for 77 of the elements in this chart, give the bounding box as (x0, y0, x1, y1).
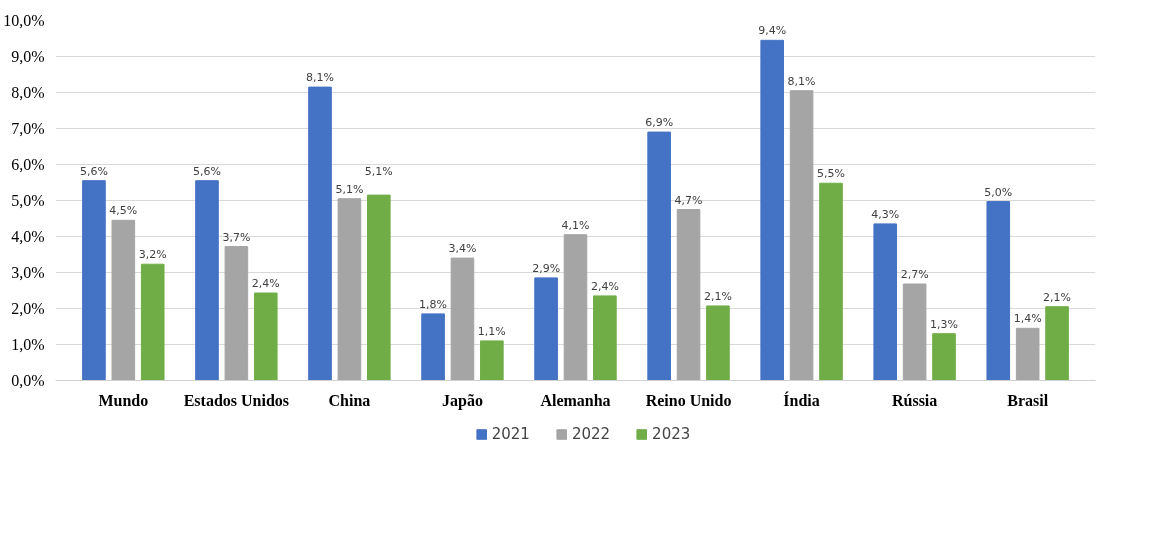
x-tick-label: Brasil (1007, 391, 1049, 409)
data-label: 4,1% (561, 218, 590, 232)
x-tick-label: Estados Unidos (183, 391, 290, 409)
data-label: 2,7% (900, 268, 929, 282)
data-label: 9,4% (758, 24, 787, 38)
y-tick-label: 6,0% (11, 156, 45, 173)
y-tick-label: 8,0% (11, 84, 45, 101)
data-label: 8,1% (787, 74, 816, 88)
data-label: 2,4% (590, 279, 619, 293)
data-label: 3,2% (138, 248, 167, 262)
data-label: 1,3% (930, 317, 958, 331)
bar (819, 182, 843, 381)
data-label: 5,6% (79, 164, 108, 178)
data-label: 4,3% (871, 207, 900, 221)
x-tick-label: China (328, 391, 371, 409)
x-tick-label: Rússia (891, 391, 938, 409)
bar (1015, 327, 1040, 381)
x-tick-label: Índia (783, 390, 820, 409)
data-label: 2,1% (1043, 290, 1072, 304)
data-label: 8,1% (306, 71, 334, 85)
bar (1045, 306, 1069, 381)
data-label: 5,5% (817, 167, 845, 181)
bar (932, 333, 956, 381)
y-tick-label: 3,0% (11, 264, 45, 281)
bar (873, 223, 898, 381)
legend-label: 2022 (571, 424, 611, 443)
bar (308, 86, 332, 381)
bar (647, 131, 671, 381)
y-tick-label: 10,0% (3, 12, 45, 29)
data-label: 1,4% (1013, 312, 1042, 326)
bar (224, 246, 249, 381)
y-tick-label: 4,0% (11, 228, 45, 245)
bar (253, 292, 278, 381)
y-tick-label: 0,0% (11, 372, 45, 389)
bar (111, 219, 136, 381)
data-label: 2,1% (703, 289, 732, 303)
x-tick-label: Alemanha (540, 391, 611, 409)
y-tick-label: 2,0% (11, 300, 45, 317)
data-label: 2,4% (251, 277, 280, 291)
bar (480, 340, 504, 381)
bar (676, 209, 701, 381)
bar (789, 90, 814, 381)
y-tick-label: 9,0% (11, 48, 45, 65)
bar (421, 313, 445, 381)
data-label: 5,0% (984, 185, 1013, 199)
bar (534, 277, 558, 381)
bar (140, 263, 165, 381)
data-label: 5,1% (335, 182, 364, 196)
x-tick-label: Reino Unido (645, 391, 732, 409)
bar (902, 283, 927, 381)
data-label: 3,7% (222, 230, 251, 244)
bar (337, 198, 362, 381)
data-label: 1,8% (419, 297, 448, 311)
data-label: 4,5% (109, 204, 138, 218)
bar (367, 194, 391, 381)
y-tick-label: 7,0% (11, 120, 45, 137)
bar (593, 295, 617, 381)
bar (195, 180, 219, 381)
bar (986, 201, 1011, 381)
data-label: 3,4% (448, 242, 477, 256)
bar (706, 305, 730, 381)
legend-label: 2021 (491, 424, 530, 443)
y-tick-label: 5,0% (11, 192, 45, 209)
bar (450, 257, 475, 381)
x-tick-label: Japão (442, 391, 483, 410)
data-label: 5,1% (364, 165, 393, 179)
data-label: 2,9% (532, 261, 561, 275)
legend-label: 2023 (652, 424, 691, 443)
data-label: 5,6% (193, 164, 221, 178)
data-label: 6,9% (645, 116, 674, 130)
bar (563, 234, 588, 381)
y-tick-label: 1,0% (11, 336, 45, 353)
data-label: 4,7% (674, 193, 703, 207)
data-label: 1,1% (477, 324, 506, 338)
x-tick-label: Mundo (98, 391, 149, 409)
bar (82, 180, 106, 381)
bar (760, 39, 784, 381)
